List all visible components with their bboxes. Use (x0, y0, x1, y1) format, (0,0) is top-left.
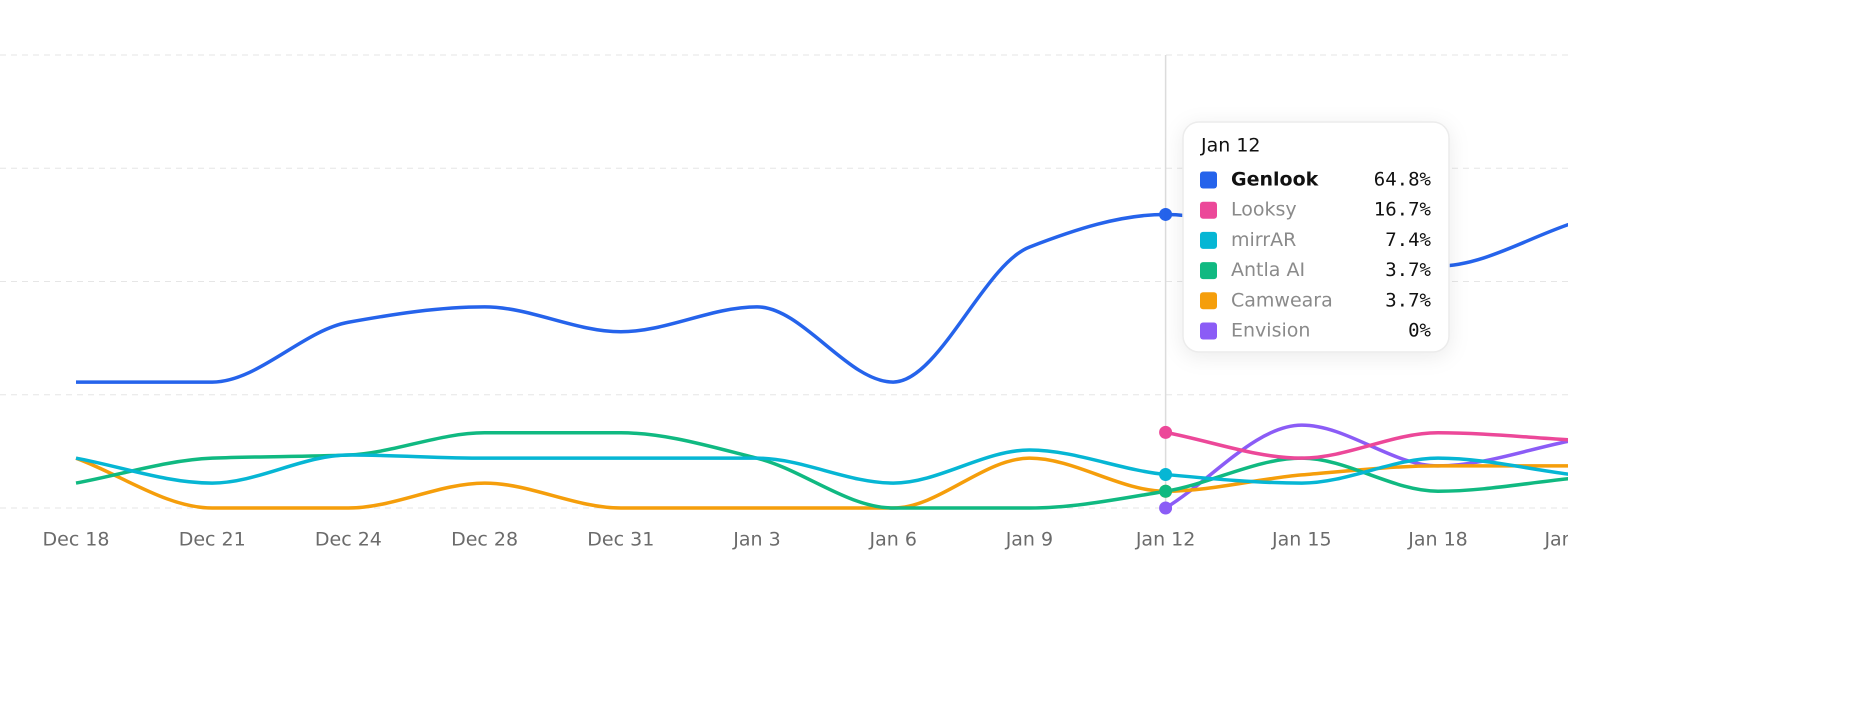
tooltip-value: 3.7% (1385, 259, 1431, 281)
tooltip-value: 64.8% (1374, 169, 1432, 191)
legend-label: Genlook (1231, 169, 1319, 191)
x-tick-label: Dec 28 (451, 529, 518, 551)
tooltip: Jan 12 Genlook 64.8% Looksy 16.7% mirrAR 7.4% A… (1182, 121, 1450, 353)
x-tick-label: Jan 18 (1407, 529, 1468, 551)
x-tick-label: Jan 9 (1005, 529, 1053, 551)
hover-point (1159, 467, 1173, 481)
x-tick-label: Dec 24 (315, 529, 382, 551)
legend-swatch (1200, 171, 1217, 189)
hover-point (1159, 425, 1173, 439)
legend-swatch (1200, 231, 1217, 249)
legend-swatch (1200, 201, 1217, 219)
x-tick-label: Dec 21 (179, 529, 246, 551)
legend-label: Envision (1231, 320, 1310, 342)
legend-swatch (1200, 322, 1217, 340)
series-line (1165, 430, 1568, 460)
tooltip-title: Jan 12 (1200, 135, 1261, 157)
x-tick-label: Jan 12 (1135, 529, 1196, 551)
series-line (75, 448, 1568, 485)
x-tick-label: Jan 22 (1543, 529, 1604, 551)
legend-label: Antla AI (1231, 259, 1305, 281)
x-tick-label: Jan 3 (732, 529, 780, 551)
x-tick-label: Jan 15 (1271, 529, 1332, 551)
tooltip-value: 0% (1408, 320, 1431, 342)
legend-label: Camweara (1231, 289, 1333, 311)
hover-point (1159, 484, 1173, 498)
legend-swatch (1200, 262, 1217, 280)
tooltip-box (1182, 121, 1450, 353)
hover-point (1159, 501, 1173, 515)
series-line (1164, 423, 1568, 510)
tooltip-value: 16.7% (1374, 199, 1432, 221)
legend-label: mirrAR (1231, 229, 1296, 251)
legend-swatch (1200, 292, 1217, 310)
tooltip-value: 3.7% (1385, 289, 1431, 311)
x-tick-label: Dec 18 (43, 529, 110, 551)
x-tick-label: Jan 6 (868, 529, 916, 551)
hover-point (1159, 207, 1173, 221)
plot-area: Dec 18 Dec 21 Dec 24 Dec 28 Dec 31 Jan 3 Jan 6… (43, 55, 1604, 551)
legend-label: Looksy (1231, 199, 1297, 221)
x-tick-label: Dec 31 (587, 529, 654, 551)
series-line (75, 456, 1568, 510)
tooltip-value: 7.4% (1385, 229, 1431, 251)
